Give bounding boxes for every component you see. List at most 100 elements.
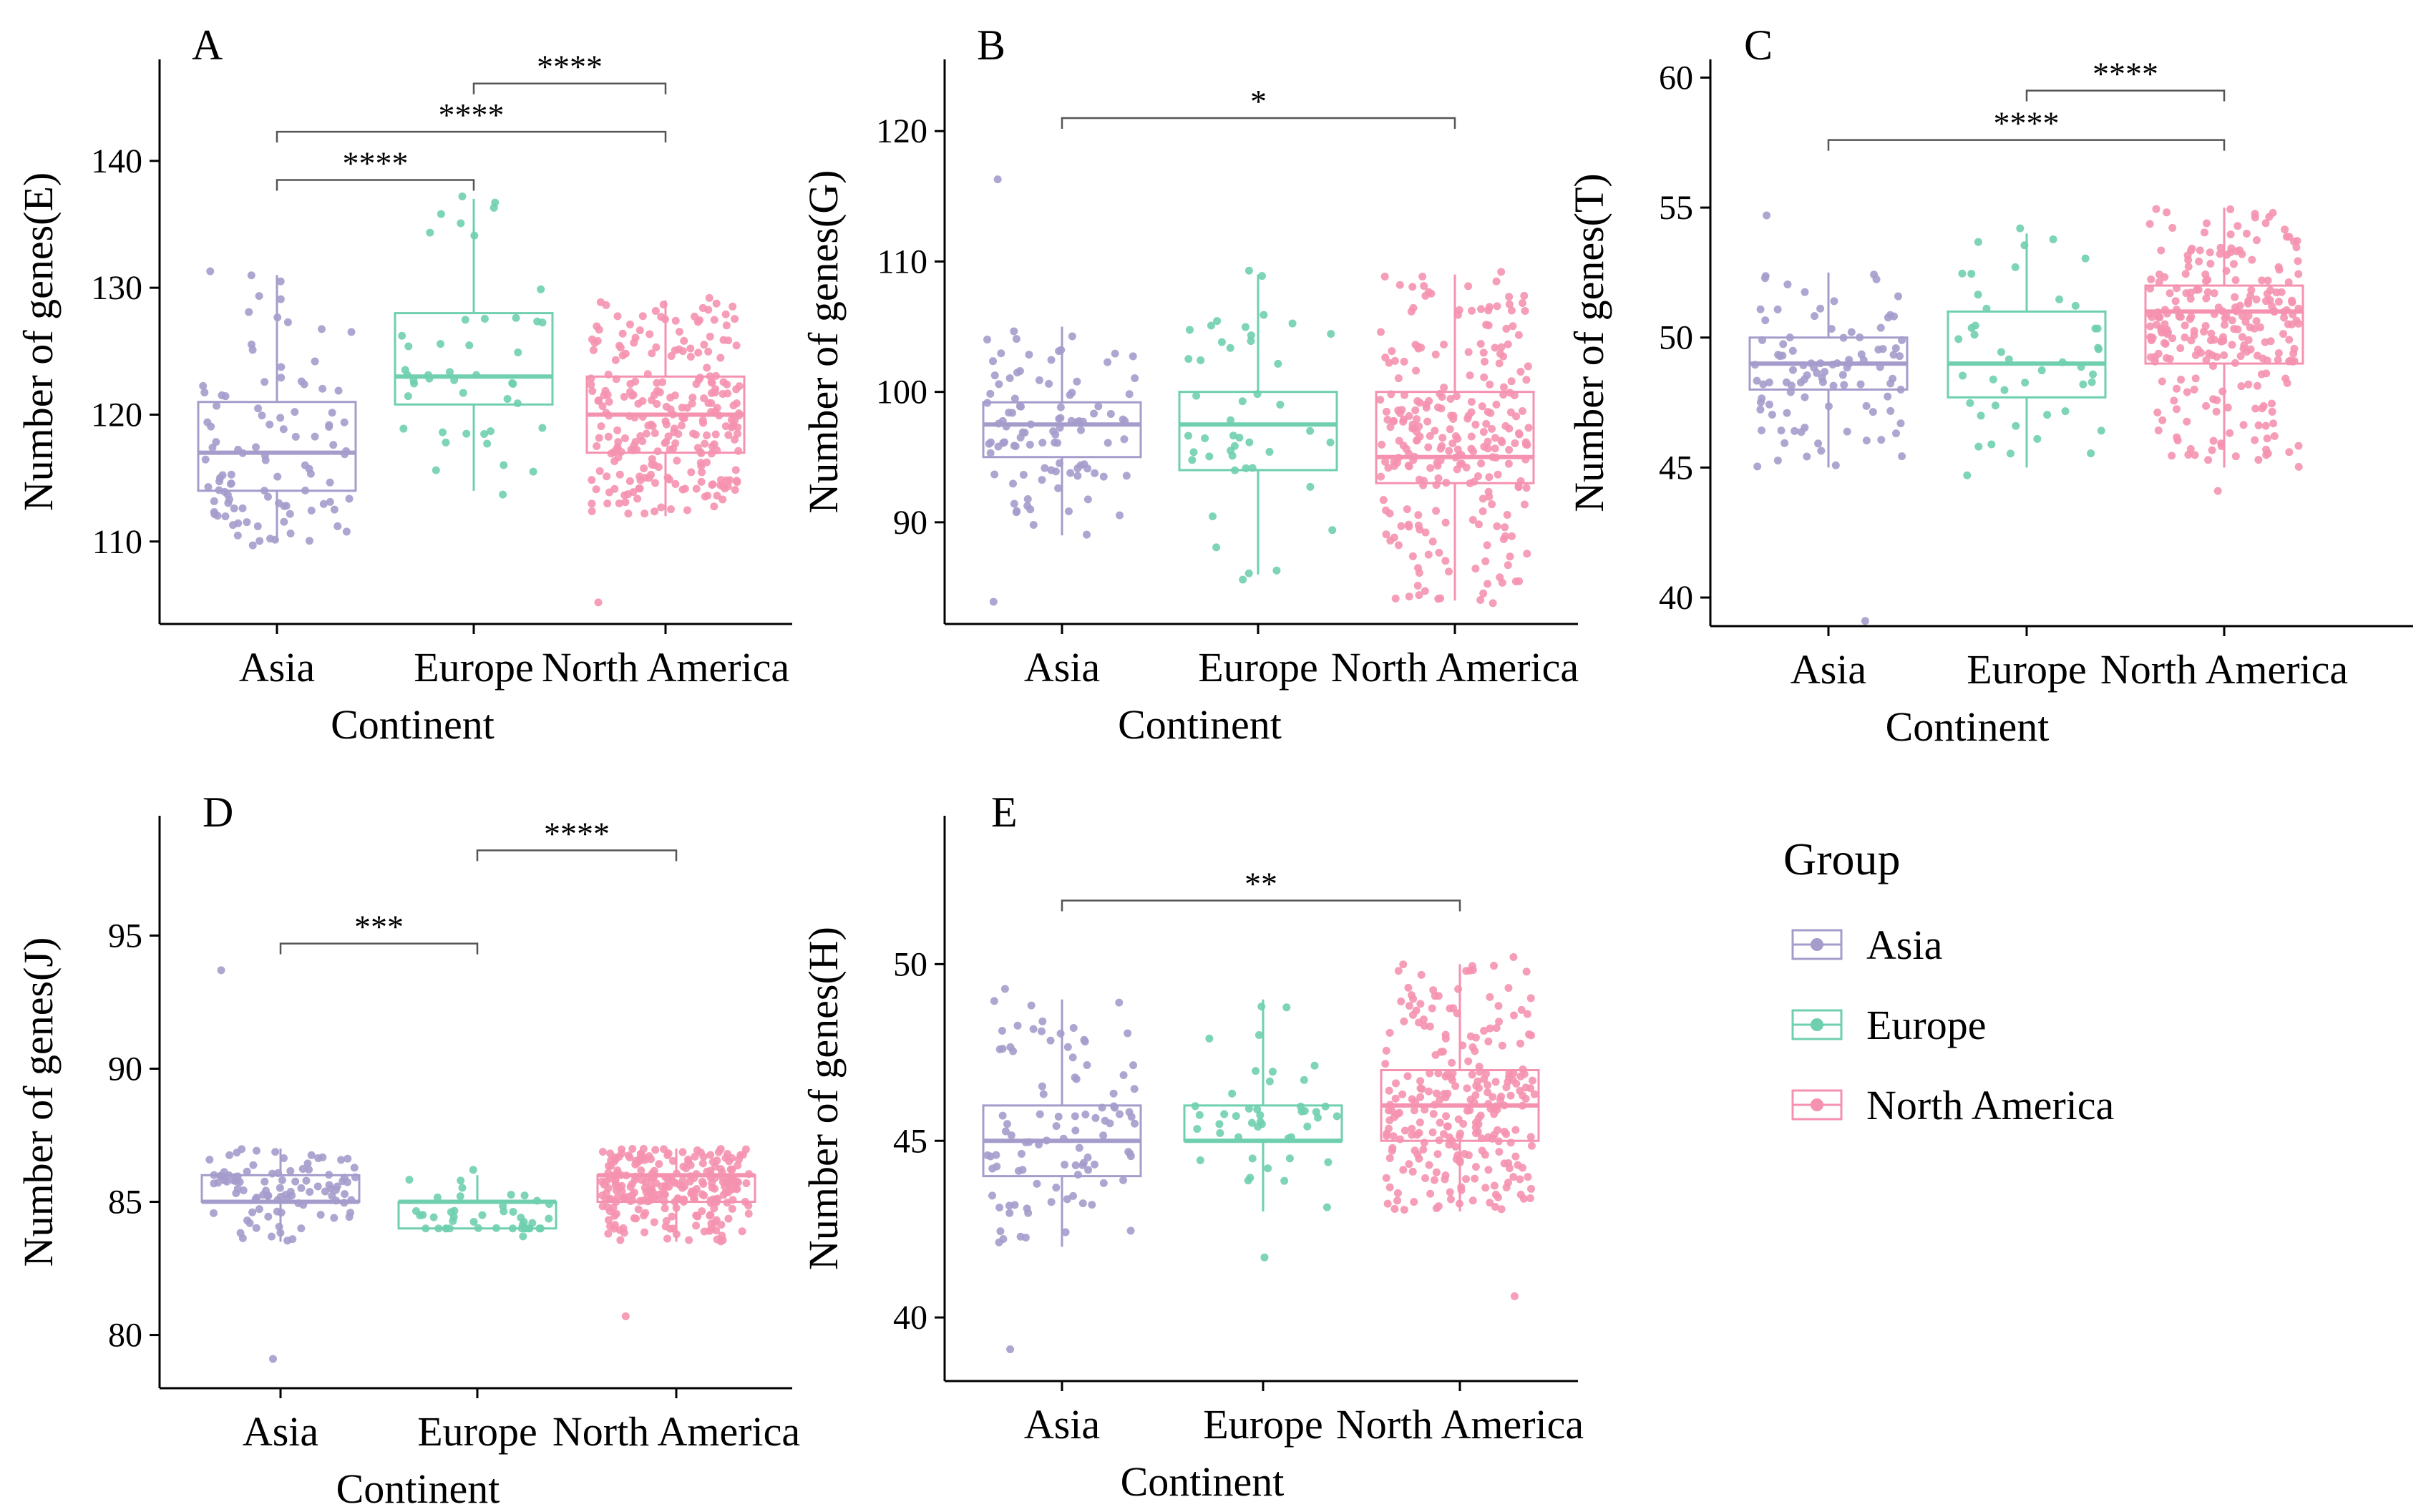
data-point [1282,1003,1291,1012]
data-point [2258,276,2266,285]
data-point [624,1151,633,1160]
data-point [1421,291,1430,300]
data-point [660,1197,668,1206]
data-point [2248,255,2256,264]
data-point [701,439,709,448]
data-point [1394,374,1403,383]
data-point [2158,416,2167,424]
data-point [442,438,450,447]
bracket-line [1061,899,1461,912]
data-point [1116,1110,1124,1118]
data-point [660,1145,668,1153]
data-point [1492,1024,1501,1033]
data-point [1504,984,1513,992]
data-point [727,1181,736,1189]
data-point [1035,376,1043,384]
data-point [611,356,620,364]
data-point [1435,548,1443,557]
data-point [1411,406,1420,414]
data-point [200,389,209,397]
data-point [664,1176,673,1184]
data-point [238,504,247,512]
data-point [1425,1087,1433,1096]
data-point [626,1183,635,1191]
data-point [1448,1076,1456,1085]
data-point [1025,351,1033,359]
data-point [2153,308,2162,316]
legend-item-asia: Asia [1791,922,1942,968]
x-tick-label: North America [542,644,789,691]
data-point [716,1165,725,1174]
data-point [1974,291,1982,299]
data-point [716,353,725,362]
data-point [1232,1112,1240,1121]
data-point [612,1155,620,1164]
y-axis-title: Number of genes(G) [800,170,847,514]
data-point [1006,1345,1015,1354]
data-points [983,985,1139,1354]
data-point [1490,1181,1499,1190]
data-point [1276,400,1285,409]
data-point [2016,224,2025,233]
data-point [1499,535,1508,543]
data-point [291,408,299,416]
data-point [640,1211,648,1220]
data-point [708,481,716,489]
data-point [1377,472,1385,481]
data-point [1426,464,1435,472]
data-point [1448,439,1457,448]
data-point [1413,581,1422,590]
data-point [604,370,613,379]
data-point [260,1177,269,1186]
data-point [2281,225,2289,234]
data-point [203,418,212,426]
data-point [1008,409,1017,417]
data-point [1486,992,1494,1001]
data-point [2049,235,2057,243]
data-point [283,1237,292,1245]
data-point [2201,322,2210,331]
data-point [223,490,232,499]
data-point [1488,500,1496,509]
x-axis-title: Continent [331,701,495,748]
data-point [732,341,741,350]
data-point [492,1224,501,1232]
data-point [983,336,992,344]
data-point [2251,210,2259,218]
data-point [671,391,679,400]
data-point [2213,487,2222,495]
data-point [1408,1095,1416,1103]
data-point [2184,263,2193,271]
data-point [596,298,605,306]
data-point [718,495,727,504]
data-point [264,1212,273,1221]
data-point [1306,482,1315,491]
data-point [650,1173,658,1181]
data-point [729,1196,737,1204]
data-point [330,505,338,514]
data-point [2285,336,2294,344]
data-point [1399,1166,1408,1174]
data-point [1801,393,1809,401]
data-point [741,1197,749,1206]
data-point [1265,1077,1274,1086]
data-point [1390,1113,1398,1121]
data-point [1898,336,1906,344]
data-point [1399,960,1408,969]
data-point [252,1146,260,1155]
data-point [2170,396,2178,405]
data-point [2206,248,2214,257]
panel-label: A [192,21,223,69]
data-point [1130,1085,1139,1093]
data-point [1324,1158,1333,1166]
data-point [1205,452,1214,461]
data-point [1421,528,1430,537]
data-point [1519,1091,1527,1100]
data-point [1404,520,1413,529]
data-point [2210,310,2218,318]
data-point [514,348,522,357]
data-point [1013,1021,1022,1030]
data-point [721,310,730,318]
